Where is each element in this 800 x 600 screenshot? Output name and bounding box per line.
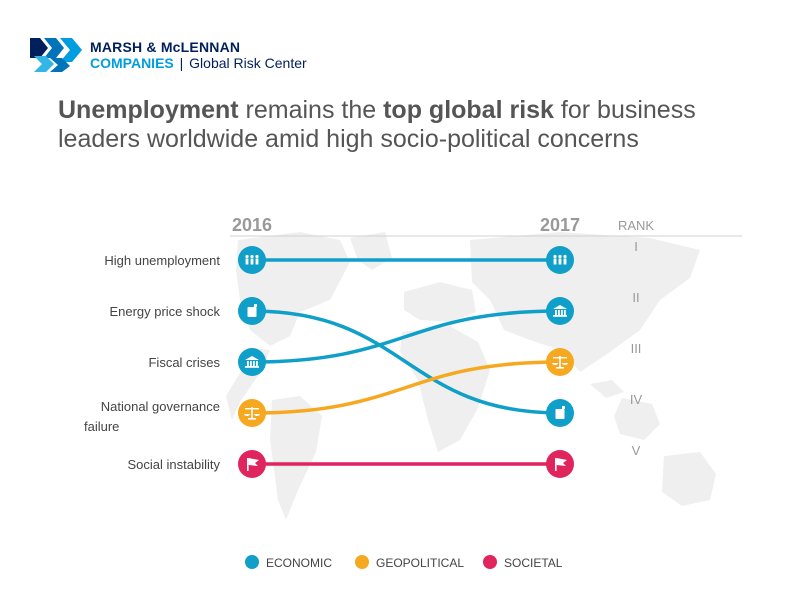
legend-swatch-societal	[483, 555, 497, 569]
bank-column	[253, 361, 255, 366]
scale-pan-left	[552, 363, 558, 365]
bank-icon	[553, 305, 567, 317]
row-label-5: Social instability	[128, 457, 221, 472]
row-label-3: Fiscal crises	[148, 355, 220, 370]
series-line-3	[251, 309, 561, 364]
company-logo: MARSH & McLENNAN COMPANIES | Global Risk…	[30, 38, 307, 72]
bank-column	[564, 310, 566, 315]
flag-icon	[247, 458, 259, 471]
title-text-2: for business leaders worldwide amid high…	[58, 96, 696, 153]
scale-base	[556, 367, 564, 369]
row-label-2: Energy price shock	[109, 304, 220, 319]
column-header-2017: 2017	[540, 215, 580, 235]
row-label-4: National governance failure	[84, 399, 220, 434]
bank-column	[247, 361, 249, 366]
scale-beam	[553, 357, 567, 359]
fuel-can-icon	[555, 406, 565, 419]
point-2016-3	[238, 348, 266, 376]
person-body	[563, 258, 567, 265]
rank-label-4: IV	[630, 392, 643, 407]
column-header-2016: 2016	[232, 215, 272, 235]
rank-label-3: III	[631, 341, 642, 356]
legend-label-economic: ECONOMIC	[266, 556, 332, 570]
title-text-1: remains the	[238, 96, 384, 124]
fuel-can-icon	[247, 304, 257, 317]
can-spout	[254, 304, 257, 307]
scale-pan-left	[244, 414, 250, 416]
bank-icon	[245, 356, 259, 368]
title-bold-1: Unemployment	[58, 96, 239, 124]
person-head	[563, 254, 567, 259]
bank-base	[553, 315, 567, 317]
scales-icon	[552, 356, 568, 369]
bank-roof	[245, 356, 259, 360]
legend-label-geopolitical: GEOPOLITICAL	[376, 556, 464, 570]
world-map-background	[226, 232, 716, 520]
person-body	[255, 258, 259, 265]
logo-separator: |	[179, 55, 184, 71]
row-label-1: High unemployment	[104, 253, 220, 268]
bank-column	[256, 361, 258, 366]
person-body	[553, 258, 557, 265]
row-label-line: National governance	[101, 399, 220, 414]
rank-header: RANK	[618, 218, 654, 233]
row-label-line: failure	[84, 419, 119, 434]
flag-pole	[555, 458, 557, 471]
logo-mark-icon	[30, 38, 82, 72]
logo-brand: COMPANIES	[90, 55, 174, 71]
scale-post	[559, 356, 561, 367]
can-spout	[562, 406, 565, 409]
person-head	[553, 254, 557, 259]
bank-column	[555, 310, 557, 315]
scale-pan-right	[562, 363, 568, 365]
person-head	[245, 254, 249, 259]
flag-cloth	[248, 458, 259, 466]
legend-label-societal: SOCIETAL	[504, 556, 563, 570]
person-head	[250, 254, 254, 259]
bank-column	[558, 310, 560, 315]
flag-pole	[247, 458, 249, 471]
chart-title: Unemployment remains the top global risk…	[58, 96, 698, 154]
person-head	[558, 254, 562, 259]
flag-cloth	[556, 458, 567, 466]
bank-column	[561, 310, 563, 315]
scales-icon	[244, 407, 260, 420]
scale-post	[251, 407, 253, 418]
title-bold-2: top global risk	[383, 96, 554, 124]
person-body	[558, 258, 562, 265]
legend-swatch-geopolitical	[355, 555, 369, 569]
can-body	[555, 409, 565, 419]
bank-roof	[553, 305, 567, 309]
series-line-2	[251, 309, 561, 415]
person-head	[255, 254, 259, 259]
person-body	[245, 258, 249, 265]
rank-label-2: II	[632, 290, 639, 305]
logo-center-name: Global Risk Center	[189, 55, 307, 71]
legend-swatch-economic	[245, 555, 259, 569]
scale-pan-right	[254, 414, 260, 416]
scale-base	[248, 418, 256, 420]
rank-label-1: I	[634, 239, 638, 254]
can-body	[247, 307, 257, 317]
scale-beam	[245, 408, 259, 410]
flag-icon	[555, 458, 567, 471]
bank-column	[250, 361, 252, 366]
point-2017-3	[546, 297, 574, 325]
people-icon	[245, 254, 259, 265]
person-body	[250, 258, 254, 265]
bank-base	[245, 366, 259, 368]
people-icon	[553, 254, 567, 265]
logo-subtitle: COMPANIES | Global Risk Center	[90, 56, 307, 70]
series-line-4	[251, 360, 561, 415]
rank-label-5: V	[632, 443, 641, 458]
logo-company-name: MARSH & McLENNAN	[90, 39, 241, 55]
